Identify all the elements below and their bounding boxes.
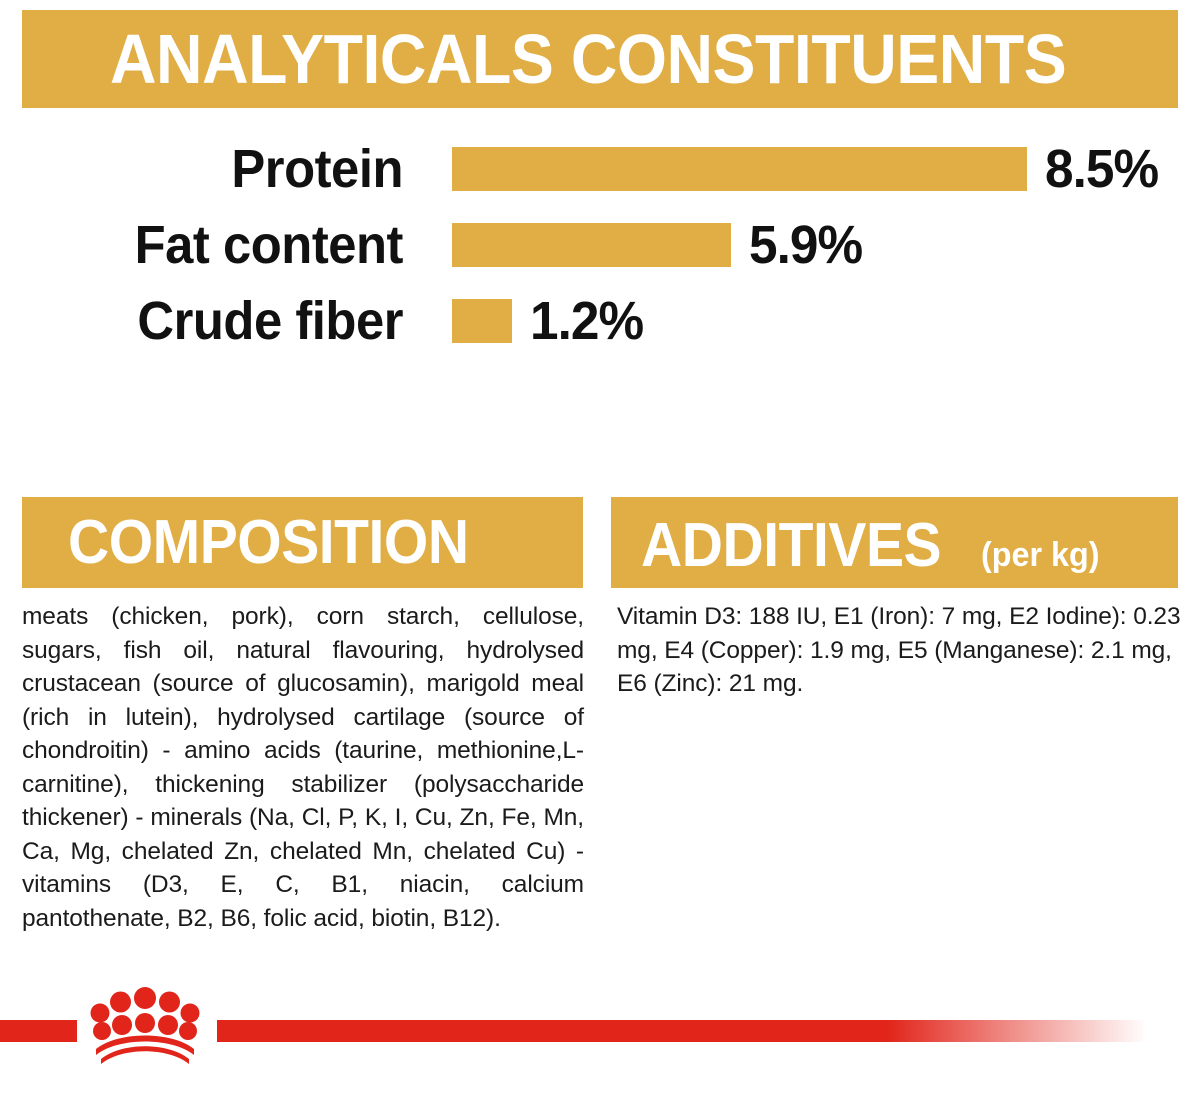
bar-row: Protein 8.5% — [0, 138, 1200, 200]
additives-header: ADDITIVES (per kg) — [611, 497, 1178, 588]
bar-label-crude-fiber: Crude fiber — [137, 291, 403, 351]
bar-label-fat-content: Fat content — [134, 215, 404, 275]
additives-title: ADDITIVES — [641, 511, 942, 580]
additives-body-text: Vitamin D3: 188 IU, E1 (Iron): 7 mg, E2 … — [617, 603, 1181, 697]
bar-track: 8.5% — [452, 142, 1164, 196]
footer-rule-right — [217, 1020, 1147, 1042]
brand-footer — [0, 985, 1200, 1065]
bar-value-crude-fiber: 1.2% — [530, 291, 644, 351]
analyticals-constituents-header: ANALYTICALS CONSTITUENTS — [22, 10, 1178, 108]
bar-fill-crude-fiber — [452, 299, 512, 343]
bar-fill-fat-content — [452, 223, 731, 267]
bar-track: 1.2% — [452, 294, 649, 348]
bar-value-protein: 8.5% — [1045, 139, 1159, 199]
analyticals-constituents-title: ANALYTICALS CONSTITUENTS — [110, 20, 1067, 98]
constituents-bar-chart: Protein 8.5% Fat content 5.9% Crude fibe… — [0, 134, 1200, 360]
bar-row: Crude fiber 1.2% — [0, 290, 1200, 352]
additives-per-kg-label: (per kg) — [981, 536, 1100, 574]
bar-track: 5.9% — [452, 218, 868, 272]
composition-header: COMPOSITION — [22, 497, 583, 588]
footer-rule-left — [0, 1020, 77, 1042]
bar-value-fat-content: 5.9% — [749, 215, 863, 275]
composition-title: COMPOSITION — [68, 507, 469, 577]
bar-label-protein: Protein — [231, 139, 403, 199]
bar-row: Fat content 5.9% — [0, 214, 1200, 276]
royal-canin-crown-icon — [90, 987, 200, 1064]
composition-body-text: meats (chicken, pork), corn starch, cell… — [22, 603, 584, 932]
bar-fill-protein — [452, 147, 1027, 191]
